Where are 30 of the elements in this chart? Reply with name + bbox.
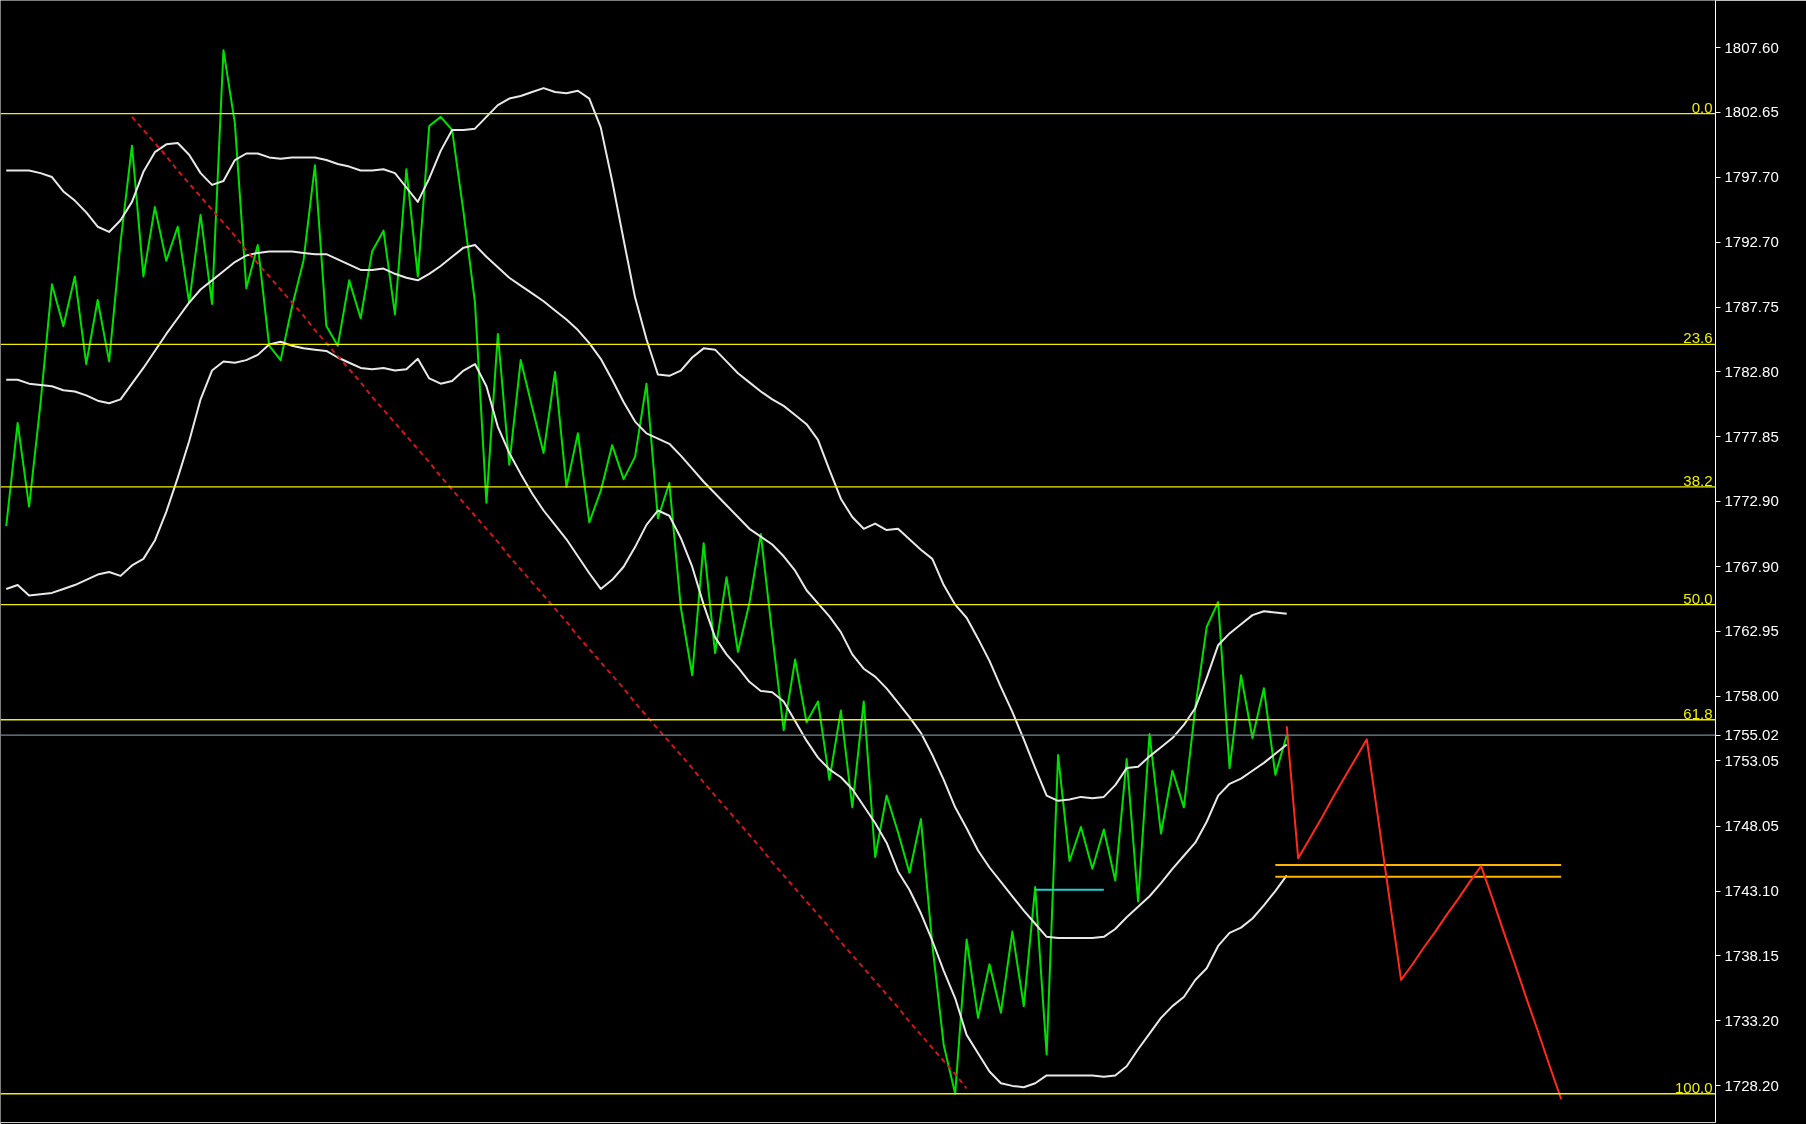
y-tick-label: 1767.90	[1724, 557, 1779, 575]
annotation: 38.2	[1683, 471, 1713, 489]
annotation: 0.0	[1691, 98, 1713, 116]
y-tick-label: 1792.70	[1724, 233, 1779, 251]
line-series	[130, 115, 968, 1090]
y-tick-label: 1743.10	[1724, 882, 1779, 900]
y-tick-label: 1755.02	[1724, 726, 1779, 744]
y-tick-label: 1797.70	[1724, 168, 1779, 186]
y-tick-label: 1733.20	[1724, 1011, 1779, 1029]
y-tick-label: 1772.90	[1724, 492, 1779, 510]
y-tick-label: 1787.75	[1724, 298, 1779, 316]
y-tick-label: 1782.80	[1724, 362, 1779, 380]
y-tick-label: 1777.85	[1724, 427, 1779, 445]
annotation: 61.8	[1683, 704, 1713, 722]
line-series	[5, 340, 1288, 1089]
line-series	[1285, 725, 1563, 1100]
y-tick-label: 1728.20	[1724, 1076, 1779, 1094]
line-series	[5, 244, 1288, 940]
annotation: 23.6	[1683, 329, 1713, 347]
y-tick-label: 1758.00	[1724, 687, 1779, 705]
annotation: 100.0	[1674, 1078, 1713, 1096]
y-tick-label: 1807.60	[1724, 38, 1779, 56]
line-series	[5, 87, 1288, 802]
y-tick-label: 1802.65	[1724, 103, 1779, 121]
line-series	[5, 49, 1288, 1095]
y-tick-label: 1748.05	[1724, 817, 1779, 835]
y-tick-label: 1738.15	[1724, 946, 1779, 964]
annotation: 50.0	[1683, 589, 1713, 607]
y-tick-label: 1762.95	[1724, 622, 1779, 640]
y-tick-label: 1753.05	[1724, 751, 1779, 769]
